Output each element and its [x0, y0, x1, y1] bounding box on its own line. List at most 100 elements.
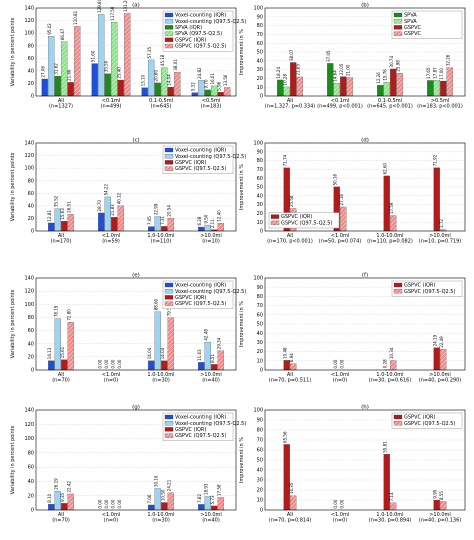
y-tick-label: 0: [31, 508, 34, 514]
x-tick-label: <1.0ml (n=0): [331, 512, 349, 524]
y-tick-label: 40: [28, 341, 34, 347]
y-tick-label: 0: [260, 229, 263, 235]
y-tick-label: 50: [257, 50, 263, 56]
x-tick-label: 1.0-10.0ml (n=110): [147, 233, 174, 245]
bar-value-label: 29.34: [217, 337, 222, 349]
bar-value-label: 27.06: [41, 66, 46, 78]
y-axis-label: Improvement in %: [239, 301, 245, 347]
x-tick-label: <0.1ml (n=499): [101, 98, 122, 110]
x-tick-label: >10.0ml (n=40, p=0.136): [419, 512, 462, 524]
y-tick-label: 80: [257, 23, 263, 29]
y-tick-label: 0: [31, 229, 34, 235]
legend-label: GSPVC (Q97.5-Q2.5): [175, 44, 226, 50]
y-tick-label: 30: [257, 202, 263, 208]
x-tick-label: 0.1-0.5ml (n=645): [149, 98, 173, 110]
x-tick-label: >10.0ml (n=40): [200, 512, 222, 524]
legend-swatch: [164, 414, 174, 420]
legend-swatch: [393, 25, 403, 30]
y-tick-label: 0: [31, 368, 34, 374]
y-tick-label: 60: [28, 328, 34, 334]
y-tick-label: 80: [28, 450, 34, 456]
legend-label: GSPVC (Q97.5-Q2.5): [175, 433, 226, 439]
panel-title: (b): [361, 3, 369, 9]
legend-label: GSPVC (Q97.5-Q2.5): [404, 421, 455, 427]
plot-frame: [35, 7, 237, 97]
legend-box: [162, 280, 234, 309]
bar-value-label: 21.66: [67, 69, 72, 81]
bar-value-label: 117.50: [110, 6, 115, 20]
bar: [48, 360, 55, 371]
y-axis-label: Improvement in %: [239, 164, 245, 210]
bar: [98, 212, 105, 232]
bar-value-label: 1.72: [439, 219, 444, 228]
bar-hatch: [440, 349, 447, 370]
bar-value-label: 22.42: [67, 481, 72, 493]
bar-value-label: 14.04: [160, 347, 165, 359]
bar-value-label: 9.35: [60, 492, 65, 501]
x-tick-label: All (n=70, p=0.511): [269, 372, 312, 384]
bar-value-label: 10.48: [283, 347, 288, 359]
plot-frame: [35, 142, 237, 232]
legend-swatch-hatch: [394, 19, 402, 24]
panel-title: (f): [362, 273, 368, 279]
legend-box: [162, 10, 234, 52]
bar-hatch: [117, 205, 124, 231]
legend: GSPVC (IQR)GSPVC (Q97.5-Q2.5): [391, 412, 463, 429]
bar-value-label: 8.10: [47, 493, 52, 502]
bar-value-label: 9.90: [433, 489, 438, 498]
y-tick-label: 100: [253, 276, 263, 282]
y-tick-label: 40: [28, 479, 34, 485]
legend-label: GSPVC (IQR): [175, 37, 206, 43]
bar-hatch: [333, 83, 340, 96]
bar-value-label: 0.00: [97, 359, 102, 368]
bar: [377, 85, 384, 97]
bar-value-label: 16.01: [210, 73, 215, 85]
y-tick-label: 120: [24, 289, 34, 295]
bar-value-label: 38.01: [173, 59, 178, 71]
y-tick-label: 20: [257, 76, 263, 82]
bar-value-label: 21.65: [296, 64, 301, 76]
bar-value-label: 22.99: [154, 203, 159, 215]
legend-swatch-hatch: [394, 31, 402, 36]
bar: [41, 78, 48, 97]
x-tick-label: 1.0-10.0ml (n=30, p=0.894): [369, 512, 412, 524]
y-tick-label: 90: [257, 14, 263, 20]
bar-value-label: 57.35: [147, 47, 152, 59]
x-tick-label: >10.0ml (n=10): [200, 233, 222, 245]
y-tick-label: 70: [257, 438, 263, 444]
y-tick-label: 20: [257, 349, 263, 355]
bar-value-label: 25.40: [117, 67, 122, 79]
legend-box: [162, 145, 234, 174]
y-tick-label: 40: [28, 203, 34, 209]
y-tick-label: 40: [257, 193, 263, 199]
legend-swatch: [164, 154, 174, 159]
y-tick-label: 60: [28, 191, 34, 197]
plot-frame: [35, 277, 237, 371]
legend-label: GSPVC (Q97.5-Q2.5): [404, 289, 455, 295]
bar-value-label: 10.50: [160, 489, 165, 501]
legend-swatch-hatch: [271, 220, 279, 225]
y-axis-label: Variability in percent points: [10, 17, 16, 86]
y-tick-label: 100: [24, 166, 34, 172]
bar-value-label: 10.34: [389, 347, 394, 359]
bar-value-label: 0.00: [110, 359, 115, 368]
bar-value-label: 14.13: [47, 347, 52, 359]
y-tick-label: 0: [260, 94, 263, 100]
bar-hatch: [433, 80, 440, 96]
legend-swatch: [164, 25, 174, 30]
legend-box: [391, 10, 463, 39]
x-tick-label: <1.0ml (n=50, p=0.074): [319, 233, 362, 245]
y-tick-label: 20: [28, 216, 34, 222]
bar-hatch: [290, 363, 297, 370]
bar-value-label: 24.21: [167, 479, 172, 491]
legend: Voxel-counting (IQR)Voxel-counting (Q97.…: [162, 10, 246, 52]
bar-hatch: [167, 317, 174, 370]
bar-value-label: 0.00: [333, 499, 338, 508]
chart-panel-b: 0 10 20 30 40 50 60 70 80 90 100 (b) Improvement in …: [239, 3, 466, 110]
chart-panel-h: 0 10 20 30 40 50 60 70 80 90 100 (h) Improvement in …: [239, 405, 466, 524]
y-tick-label: 30: [257, 340, 263, 346]
y-tick-label: 20: [257, 488, 263, 494]
y-tick-label: 40: [257, 468, 263, 474]
bar-hatch: [390, 502, 397, 510]
